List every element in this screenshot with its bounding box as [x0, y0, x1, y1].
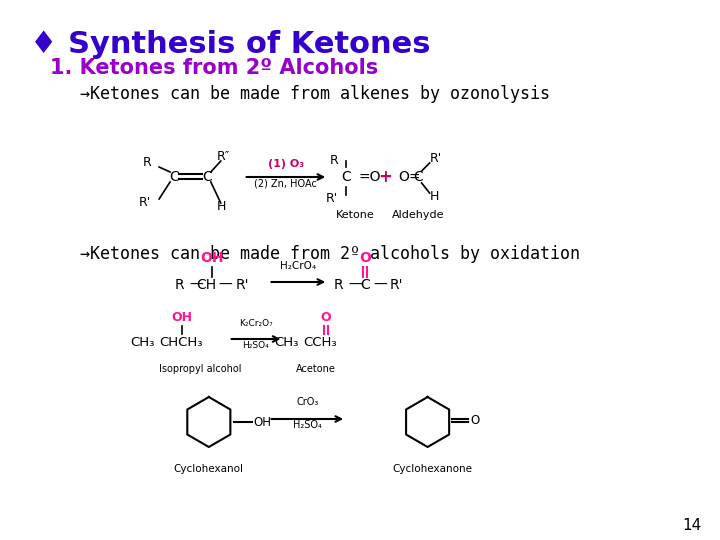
Text: R: R [174, 278, 184, 292]
Text: —: — [348, 278, 362, 292]
Text: ♦ Synthesis of Ketones: ♦ Synthesis of Ketones [30, 30, 431, 59]
Text: =O: =O [359, 170, 382, 184]
Text: C: C [202, 170, 212, 184]
Text: R': R' [139, 197, 151, 210]
Text: C: C [169, 170, 179, 184]
Text: CH₃: CH₃ [130, 335, 154, 348]
Text: C: C [413, 170, 423, 184]
Text: OH: OH [200, 251, 224, 265]
Text: CH₃: CH₃ [274, 335, 298, 348]
Text: C: C [341, 170, 351, 184]
Text: (1) O₃: (1) O₃ [268, 159, 304, 169]
Text: OH: OH [171, 311, 192, 324]
Text: R″: R″ [217, 151, 230, 164]
Text: —: — [189, 278, 203, 292]
Text: CrO₃: CrO₃ [296, 397, 318, 407]
Text: Cyclohexanol: Cyclohexanol [174, 464, 244, 474]
Text: Ketone: Ketone [336, 210, 374, 220]
Text: Aldehyde: Aldehyde [392, 210, 444, 220]
Text: H₂SO₄: H₂SO₄ [242, 341, 269, 350]
Text: Isopropyl alcohol: Isopropyl alcohol [159, 364, 242, 374]
Text: +: + [378, 168, 392, 186]
Text: CHCH₃: CHCH₃ [159, 335, 202, 348]
Text: R': R' [390, 278, 403, 292]
Text: CH: CH [196, 278, 216, 292]
Text: H: H [217, 200, 226, 213]
Text: R: R [333, 278, 343, 292]
Text: →Ketones can be made from 2º alcohols by oxidation: →Ketones can be made from 2º alcohols by… [79, 245, 580, 263]
Text: R': R' [235, 278, 249, 292]
Text: R: R [143, 157, 151, 170]
Text: —: — [219, 278, 233, 292]
Text: R': R' [430, 152, 442, 165]
Text: R': R' [326, 192, 338, 206]
Text: →Ketones can be made from alkenes by ozonolysis: →Ketones can be made from alkenes by ozo… [79, 85, 549, 103]
Text: R: R [329, 154, 338, 167]
Text: CCH₃: CCH₃ [303, 335, 337, 348]
Text: C: C [360, 278, 370, 292]
Text: 14: 14 [682, 517, 701, 532]
Text: Acetone: Acetone [297, 364, 336, 374]
Text: OH: OH [253, 415, 271, 429]
Text: O: O [321, 311, 331, 324]
Text: H₂CrO₄: H₂CrO₄ [280, 261, 316, 271]
Text: O: O [359, 251, 371, 265]
Text: H: H [430, 191, 439, 204]
Text: O: O [470, 415, 480, 428]
Text: H₂SO₄: H₂SO₄ [293, 420, 322, 430]
Text: K₂Cr₂O₇: K₂Cr₂O₇ [239, 319, 272, 328]
Text: O=: O= [397, 170, 420, 184]
Text: —: — [373, 278, 387, 292]
Text: 1. Ketones from 2º Alcohols: 1. Ketones from 2º Alcohols [50, 58, 378, 78]
Text: Cyclohexanone: Cyclohexanone [392, 464, 472, 474]
Text: (2) Zn, HOAc: (2) Zn, HOAc [254, 179, 318, 189]
